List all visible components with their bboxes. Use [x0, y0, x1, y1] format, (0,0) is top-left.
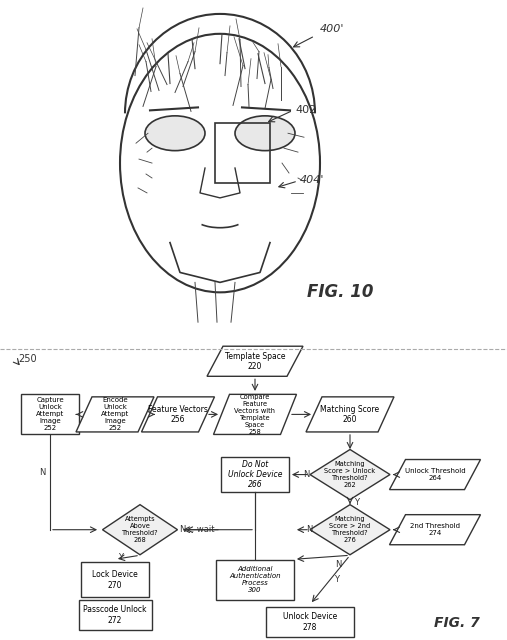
Text: FIG. 7: FIG. 7	[434, 616, 480, 630]
Text: Matching
Score > Unlock
Threshold?
262: Matching Score > Unlock Threshold? 262	[324, 461, 376, 488]
FancyBboxPatch shape	[216, 560, 294, 600]
Ellipse shape	[145, 116, 205, 150]
Text: FIG. 10: FIG. 10	[307, 284, 373, 301]
Text: Matching Score
260: Matching Score 260	[320, 404, 380, 424]
Polygon shape	[141, 397, 214, 432]
Text: Y: Y	[119, 553, 124, 562]
Text: Unlock Threshold
264: Unlock Threshold 264	[405, 468, 465, 481]
Text: Additional
Authentication
Process
300: Additional Authentication Process 300	[229, 566, 281, 593]
Text: 250: 250	[18, 355, 37, 364]
Text: N... wait: N... wait	[180, 525, 215, 534]
Text: N: N	[40, 468, 46, 477]
Text: N: N	[304, 470, 310, 479]
Polygon shape	[207, 346, 303, 376]
Text: 400': 400'	[320, 24, 344, 34]
Text: Attempts
Above
Threshold?
268: Attempts Above Threshold? 268	[122, 516, 158, 543]
Text: Passcode Unlock
272: Passcode Unlock 272	[83, 605, 147, 625]
Polygon shape	[389, 460, 481, 490]
Text: Encode
Unlock
Attempt
Image
252: Encode Unlock Attempt Image 252	[101, 397, 129, 431]
Text: Do Not
Unlock Device
266: Do Not Unlock Device 266	[228, 460, 282, 490]
Text: 402: 402	[295, 106, 316, 115]
Text: Y: Y	[354, 498, 359, 507]
Text: Capture
Unlock
Attempt
Image
252: Capture Unlock Attempt Image 252	[36, 397, 64, 431]
Text: N: N	[306, 525, 312, 534]
Polygon shape	[310, 504, 390, 555]
Text: 2nd Threshold
274: 2nd Threshold 274	[410, 524, 460, 536]
Polygon shape	[102, 504, 177, 555]
Text: 404': 404'	[300, 175, 324, 185]
Text: Compare
Feature
Vectors with
Template
Space
258: Compare Feature Vectors with Template Sp…	[235, 394, 275, 435]
Ellipse shape	[235, 116, 295, 150]
Polygon shape	[310, 449, 390, 500]
Text: Matching
Score > 2nd
Threshold?
276: Matching Score > 2nd Threshold? 276	[330, 516, 371, 543]
FancyBboxPatch shape	[221, 457, 289, 492]
Text: Feature Vectors
256: Feature Vectors 256	[148, 404, 208, 424]
FancyBboxPatch shape	[81, 563, 149, 597]
Text: Lock Device
270: Lock Device 270	[92, 570, 138, 589]
Text: Y: Y	[334, 575, 339, 584]
FancyBboxPatch shape	[21, 394, 79, 435]
Text: N: N	[336, 560, 342, 569]
FancyBboxPatch shape	[266, 607, 354, 637]
Text: Unlock Device
278: Unlock Device 278	[283, 612, 337, 632]
Polygon shape	[389, 515, 481, 545]
Text: Template Space
220: Template Space 220	[225, 351, 285, 371]
Polygon shape	[76, 397, 154, 432]
FancyBboxPatch shape	[79, 600, 152, 630]
Polygon shape	[213, 394, 297, 435]
Polygon shape	[306, 397, 394, 432]
